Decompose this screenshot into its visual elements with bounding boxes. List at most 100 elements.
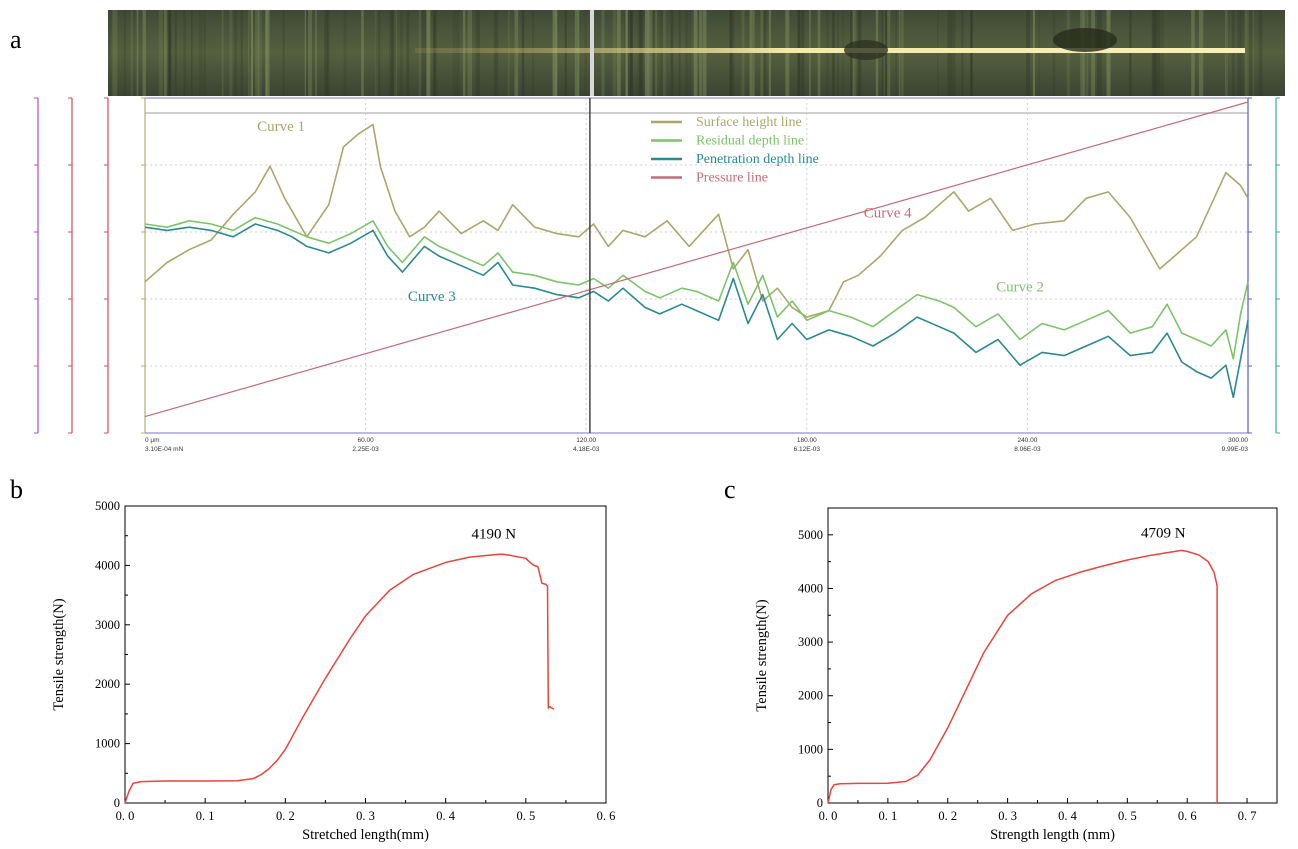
panel-a-x-tick-label: 0 μm (145, 437, 160, 444)
y-tick-label: 5000 (798, 528, 823, 542)
micrograph-texture-stripe (221, 10, 224, 96)
micrograph-texture-stripe (1252, 10, 1254, 96)
panel-a-legend-label: Pressure line (696, 171, 768, 186)
micrograph-texture-stripe (265, 10, 270, 96)
panel-a-series-line (144, 123, 1249, 318)
x-tick-label: 0. 1 (878, 809, 897, 823)
panel-a-curve-annotation: Curve 3 (408, 289, 456, 305)
micrograph-texture-stripe (1245, 10, 1250, 96)
micrograph-texture-stripe (183, 10, 186, 96)
micrograph-texture-stripe (229, 10, 233, 96)
micrograph-texture-stripe (130, 10, 133, 96)
panel-a-x-tick-label-secondary: 6.12E-03 (794, 446, 821, 453)
peak-force-label: 4709 N (1141, 526, 1186, 542)
panel-c-plot: 0 1000 2000 3000 4000 5000 0. 0 0. 1 0. 2 0. 3 0. … (754, 507, 1278, 843)
x-tick-label: 0. 4 (1058, 809, 1078, 823)
panel-a-curve-annotation: Curve 4 (864, 206, 912, 222)
micrograph-texture-stripe (324, 10, 328, 96)
panel-a-x-tick-label: 300.00 (1228, 437, 1248, 444)
tensile-curve (124, 553, 555, 804)
micrograph-texture-stripe (191, 10, 193, 96)
y-tick-label: 5000 (95, 499, 120, 513)
panel-label-c: c (724, 475, 736, 504)
tensile-curve (827, 549, 1218, 804)
plot-frame (827, 507, 1278, 804)
panel-a-legend-label: Penetration depth line (696, 152, 819, 167)
x-tick-label: 0. 2 (276, 809, 295, 823)
micrograph-texture-stripe (168, 10, 172, 96)
micrograph-texture-stripe (282, 10, 285, 96)
panel-a-curve-annotation: Curve 2 (996, 279, 1044, 295)
micrograph-texture-stripe (304, 10, 306, 96)
micrograph-texture-stripe (248, 10, 253, 96)
panel-a-series-line (144, 216, 1249, 360)
micrograph-texture-stripe (1260, 10, 1262, 96)
panel-a-x-tick-label: 60.00 (357, 437, 374, 444)
micrograph-texture-stripe (142, 10, 146, 96)
panel-a-x-tick-label-secondary: 2.25E-03 (352, 446, 379, 453)
micrograph-texture-stripe (375, 10, 381, 96)
y-tick-label: 3000 (95, 618, 120, 632)
micrograph-texture-stripe (204, 10, 206, 96)
x-tick-label: 0. 0 (116, 809, 135, 823)
x-tick-label: 0. 6 (597, 809, 616, 823)
micrograph-texture-stripe (306, 10, 308, 96)
plot-frame (124, 505, 607, 804)
peak-force-label: 4190 N (471, 527, 516, 543)
micrograph-texture-stripe (343, 10, 347, 96)
x-tick-label: 0. 5 (516, 809, 535, 823)
x-tick-label: 0. 6 (1178, 809, 1197, 823)
y-tick-label: 3000 (798, 635, 823, 649)
panel-a-plot: 0 μm 3.10E-04 mN 60.00 2.25E-03 120.00 4.18E-… (34, 97, 1280, 453)
y-tick-label: 4000 (798, 581, 823, 595)
micrograph-texture-stripe (257, 10, 262, 96)
panel-a-x-tick-label: 240.00 (1017, 437, 1037, 444)
micrograph-texture-stripe (308, 10, 314, 96)
y-tick-label: 2000 (95, 677, 120, 691)
micrograph-texture-stripe (268, 10, 270, 96)
micrograph-texture-stripe (361, 10, 364, 96)
micrograph-texture-stripe (315, 10, 317, 96)
micrograph-texture-stripe (108, 10, 112, 96)
x-tick-label: 0. 7 (1238, 809, 1257, 823)
y-tick-label: 4000 (95, 558, 120, 572)
micrograph-texture-stripe (174, 10, 177, 96)
x-axis-title: Strength length (mm) (990, 827, 1115, 843)
micrograph-texture-stripe (123, 10, 126, 96)
x-tick-label: 0. 0 (819, 809, 838, 823)
y-tick-label: 1000 (95, 737, 120, 751)
micrograph-texture-stripe (255, 10, 260, 96)
micrograph-texture-stripe (240, 10, 243, 96)
micrograph-texture-stripe (406, 10, 410, 96)
panel-a-legend-label: Residual depth line (696, 134, 804, 149)
x-tick-label: 0. 3 (356, 809, 375, 823)
micrograph-texture-stripe (249, 10, 252, 96)
x-tick-label: 0. 2 (938, 809, 957, 823)
micrograph-texture-stripe (168, 10, 171, 96)
panel-a-x-tick-label: 180.00 (797, 437, 817, 444)
micrograph-texture-stripe (158, 10, 163, 96)
panel-a-x-tick-label-secondary: 9.99E-03 (1222, 446, 1249, 453)
micrograph-texture-stripe (250, 10, 253, 96)
x-tick-label: 0. 1 (196, 809, 215, 823)
micrograph-texture-stripe (393, 10, 397, 96)
y-tick-label: 2000 (798, 689, 823, 703)
panel-b-plot: 0 1000 2000 3000 4000 5000 0. 0 0. 1 0. 2 0. 3 0. … (51, 499, 615, 843)
panel-label-b: b (10, 475, 23, 504)
panel-a-x-tick-label-secondary: 4.18E-03 (573, 446, 600, 453)
panel-a-curve-annotation: Curve 1 (257, 119, 305, 135)
panel-label-a: a (10, 25, 22, 54)
micrograph-texture-stripe (399, 10, 403, 96)
micrograph-texture-stripe (391, 10, 396, 96)
micrograph-texture-stripe (308, 10, 313, 96)
x-axis-title: Stretched length(mm) (302, 827, 429, 843)
y-tick-label: 1000 (798, 742, 823, 756)
micrograph-texture-stripe (164, 10, 167, 96)
micrograph-texture-stripe (112, 10, 118, 96)
micrograph-texture-stripe (1247, 10, 1253, 96)
x-tick-label: 0. 3 (998, 809, 1017, 823)
panel-a-x-tick-label: 120.00 (576, 437, 596, 444)
x-tick-label: 0. 4 (436, 809, 456, 823)
panel-a-x-tick-label-secondary: 3.10E-04 mN (145, 446, 184, 453)
